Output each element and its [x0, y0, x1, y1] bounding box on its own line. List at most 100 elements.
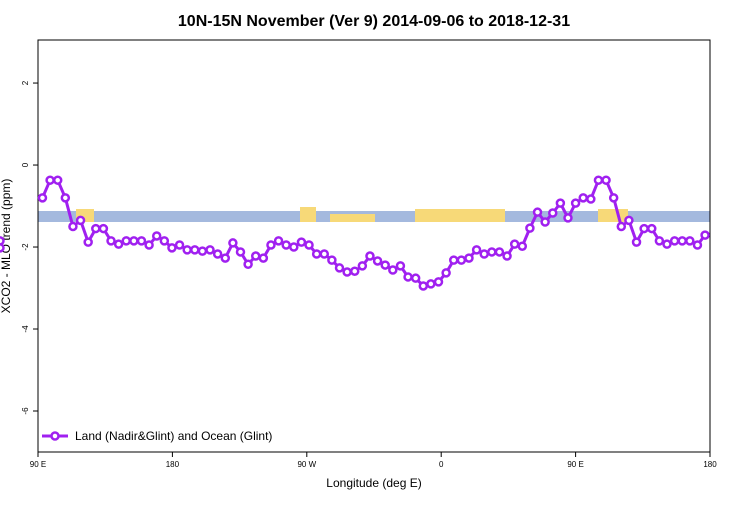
y-tick-label: 0: [21, 162, 30, 167]
point-marker: [479, 249, 489, 259]
point-marker: [570, 198, 581, 208]
point-marker: [662, 239, 672, 249]
point-marker: [220, 253, 231, 263]
point-marker: [593, 175, 604, 185]
point-marker: [555, 198, 566, 208]
point-marker: [98, 223, 109, 234]
point-marker: [418, 281, 429, 291]
point-marker: [487, 247, 497, 257]
point-marker: [0, 236, 5, 246]
y-tick-label: 2: [21, 80, 30, 85]
point-marker: [464, 253, 474, 263]
point-marker: [68, 221, 78, 232]
point-marker: [349, 266, 360, 276]
point-marker: [616, 221, 627, 232]
point-marker: [563, 213, 573, 223]
point-marker: [319, 249, 330, 259]
point-marker: [281, 240, 291, 250]
point-marker: [304, 240, 314, 250]
point-marker: [91, 223, 101, 234]
point-marker: [395, 261, 406, 271]
point-marker: [608, 193, 619, 203]
point-marker: [509, 239, 520, 249]
point-marker: [456, 255, 467, 265]
point-marker: [243, 259, 253, 269]
point-marker: [372, 256, 383, 266]
y-axis-label: XCO2 - MLO trend (ppm): [0, 179, 13, 314]
point-marker: [273, 236, 284, 246]
point-marker: [517, 241, 528, 251]
point-marker: [129, 236, 139, 246]
x-tick-label: 90 W: [297, 460, 316, 469]
point-marker: [121, 236, 132, 246]
point-marker: [311, 249, 322, 259]
point-marker: [540, 217, 550, 227]
point-marker: [700, 230, 710, 240]
point-marker: [212, 249, 223, 259]
point-marker: [37, 193, 48, 203]
point-marker: [136, 236, 147, 246]
point-marker: [669, 236, 680, 246]
point-marker: [174, 240, 185, 250]
point-marker: [182, 245, 192, 255]
point-marker: [113, 239, 124, 249]
point-marker: [525, 223, 535, 233]
point-marker: [647, 223, 657, 234]
point-marker: [334, 263, 345, 273]
point-marker: [190, 245, 200, 255]
point-marker: [45, 175, 55, 185]
point-marker: [410, 273, 421, 283]
point-marker: [548, 208, 558, 218]
point-marker: [433, 277, 444, 287]
point-marker: [144, 240, 154, 250]
point-marker: [75, 215, 86, 226]
series-line: [41, 178, 707, 288]
legend-label: Land (Nadir&Glint) and Ocean (Glint): [75, 429, 272, 443]
chart-title: 10N-15N November (Ver 9) 2014-09-06 to 2…: [178, 13, 570, 30]
y-tick-label: -4: [21, 325, 30, 333]
land-ocean-mask: [38, 207, 710, 222]
point-marker: [167, 243, 177, 253]
point-marker: [258, 253, 269, 263]
x-tick-label: 180: [166, 460, 180, 469]
point-marker: [296, 237, 307, 247]
point-marker: [380, 260, 390, 270]
point-marker: [342, 267, 352, 277]
point-marker: [426, 279, 436, 289]
point-marker: [60, 193, 71, 203]
plot-frame: [37, 39, 711, 453]
point-marker: [631, 237, 642, 247]
y-tick-label: -6: [21, 407, 30, 415]
point-marker: [654, 236, 665, 246]
point-marker: [692, 240, 703, 250]
point-marker: [685, 236, 695, 246]
x-tick-label: 180: [703, 460, 717, 469]
point-marker: [266, 240, 276, 250]
point-marker: [327, 255, 337, 265]
point-marker: [197, 246, 208, 256]
point-marker: [677, 236, 687, 246]
point-marker: [586, 194, 596, 204]
x-tick-label: 90 E: [30, 460, 46, 469]
point-marker: [639, 223, 649, 234]
point-marker: [448, 255, 459, 265]
point-marker: [83, 237, 93, 247]
point-marker: [578, 193, 588, 203]
point-marker: [502, 251, 512, 261]
point-marker: [106, 236, 116, 246]
point-marker: [403, 272, 413, 282]
point-marker: [357, 261, 368, 271]
x-tick-label: 90 E: [567, 460, 583, 469]
point-marker: [601, 175, 611, 185]
point-marker: [205, 245, 215, 255]
point-marker: [0, 243, 5, 253]
point-marker: [250, 251, 261, 261]
point-marker: [441, 268, 451, 278]
y-tick-label: -2: [21, 243, 30, 251]
point-marker: [151, 231, 162, 241]
point-marker: [228, 238, 238, 248]
point-marker: [365, 251, 375, 261]
x-tick-label: 0: [439, 460, 444, 469]
point-marker: [159, 236, 170, 246]
point-marker: [624, 215, 634, 226]
